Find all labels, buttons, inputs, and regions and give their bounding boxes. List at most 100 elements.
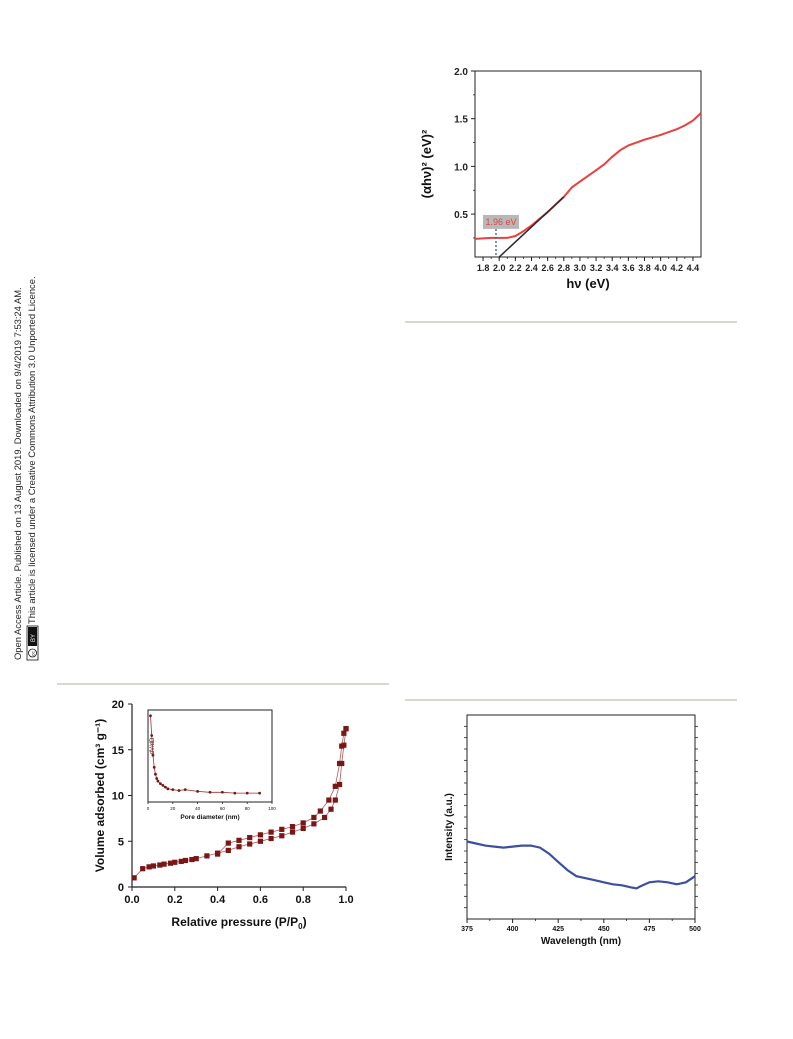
x-tick-label: 0.6 [253,894,268,906]
y-tick-label: 10 [112,791,124,803]
y-tick-label: 1.5 [454,115,468,126]
x-axis-label: hν (eV) [566,276,609,291]
y-tick-label: 15 [112,745,124,757]
desorption-point [311,814,317,821]
inset-x-tick-label: 0 [147,806,150,811]
desorption-point [247,834,253,841]
inset-point [163,785,167,789]
desorption-point [215,851,221,857]
x-axis-label: Wavelength (nm) [541,936,621,947]
desorption-point [236,837,242,843]
x-axis-label-sub: 0 [298,922,303,931]
adsorption-point [182,857,189,864]
adsorption-point [150,863,156,869]
inset-point [166,787,170,791]
y-axis-label: (αhν)² (eV)² [419,129,434,198]
inset-point [208,790,212,794]
adsorption-point [178,858,184,864]
cc-label: cc [30,650,35,655]
x-tick-label: 4.4 [687,263,700,273]
adsorption-point [131,875,137,881]
x-tick-label: 3.8 [638,263,651,273]
desorption-point [300,820,306,826]
inset-point [258,791,261,795]
inset-point [156,779,160,783]
adsorption-point [336,781,343,788]
inset-x-axis-label: Pore diameter (nm) [180,814,239,821]
adsorption-point [157,862,163,868]
y-tick-label: 0 [118,882,124,894]
desorption-point [332,783,338,789]
inset-point [150,734,154,737]
y-axis-label: Intensity (a.u.) [444,793,455,861]
inset-x-tick-label: 40 [195,806,201,811]
adsorption-point [225,847,231,853]
x-axis-label-main: Relative pressure (P/P [171,915,298,929]
desorption-point [289,824,296,830]
desorption-point [279,826,285,832]
adsorption-point [161,861,167,867]
emission-curve [466,840,696,890]
inset-point [196,790,199,793]
x-tick-label: 3.4 [606,263,619,273]
adsorption-point [279,833,285,839]
desorption-point [326,797,332,803]
adsorption-point [328,806,334,812]
inset-point [171,788,175,792]
x-tick-label: 375 [461,926,473,933]
inset-point [154,772,157,776]
x-tick-label: 400 [507,926,519,933]
inset-y-axis-label: dV/dD [150,737,156,754]
adsorption-point [236,844,242,850]
x-axis-label: Relative pressure (P/P0) [171,915,306,931]
inset-point [155,777,159,780]
inset-point [177,789,181,792]
inset-point [152,765,156,769]
tauc-plot-frame [474,70,702,258]
x-tick-label: 0.2 [167,894,182,906]
adsorption-point [167,860,174,866]
x-tick-label: 3.2 [590,263,603,273]
adsorption-point [140,866,146,872]
tauc-plot-figure: 1.8 2.0 2.2 2.4 2.6 2.8 3.0 3.2 3.4 3.6 3.8 4.0 4.2 4… [419,67,702,291]
x-tick-label: 4.2 [671,263,684,273]
adsorption-point [204,853,210,859]
y-axis-label: Volume adsorbed (cm³ g⁻¹) [93,719,107,872]
x-tick-label: 0.8 [296,894,311,906]
x-tick-label: 4.0 [654,263,667,273]
inset-x-tick-label: 80 [245,806,251,811]
pl-plot-frame [466,714,696,920]
desorption-point [225,840,231,846]
divider-top-right [405,321,737,323]
x-tick-label: 475 [644,926,656,933]
x-tick-label: 0.0 [124,894,139,906]
pl-spectrum-figure: 375 400 425 450 475 500 Wavelength (nm) Intensi… [444,714,701,947]
x-tick-label: 2.2 [509,263,522,273]
inset-point [221,790,224,794]
inset-x-tick-label: 100 [268,806,276,811]
desorption-point [317,808,323,814]
license-line-1: Open Access Article. Published on 13 Aug… [12,287,23,660]
inset-point [233,791,237,795]
inset-point [149,714,152,718]
license-sidebar: Open Access Article. Published on 13 Aug… [12,276,39,661]
band-gap-label: 1.96 eV [485,217,516,227]
desorption-point [336,760,343,767]
x-tick-label: 425 [552,926,564,933]
x-tick-label: 0.4 [210,894,226,906]
adsorption-point [257,838,263,844]
x-tick-label: 1.8 [477,263,490,273]
pl-plot-area: 375 400 425 450 475 500 Wavelength (nm) Intensi… [444,714,701,947]
adsorption-point [193,856,199,862]
adsorption-point [332,797,338,803]
bet-isotherm-figure: 0.0 0.2 0.4 0.6 0.8 1.0 0 5 10 15 20 Relative press… [93,699,354,931]
x-tick-label: 2.8 [558,263,571,273]
adsorption-point [322,814,328,821]
adsorption-point [172,859,178,865]
adsorption-point [311,821,317,827]
absorption-curve [474,112,702,240]
cc-by-badge[interactable]: cc BY [26,625,39,661]
inset-point [245,791,249,795]
y-tick-label: 2.0 [454,67,468,78]
